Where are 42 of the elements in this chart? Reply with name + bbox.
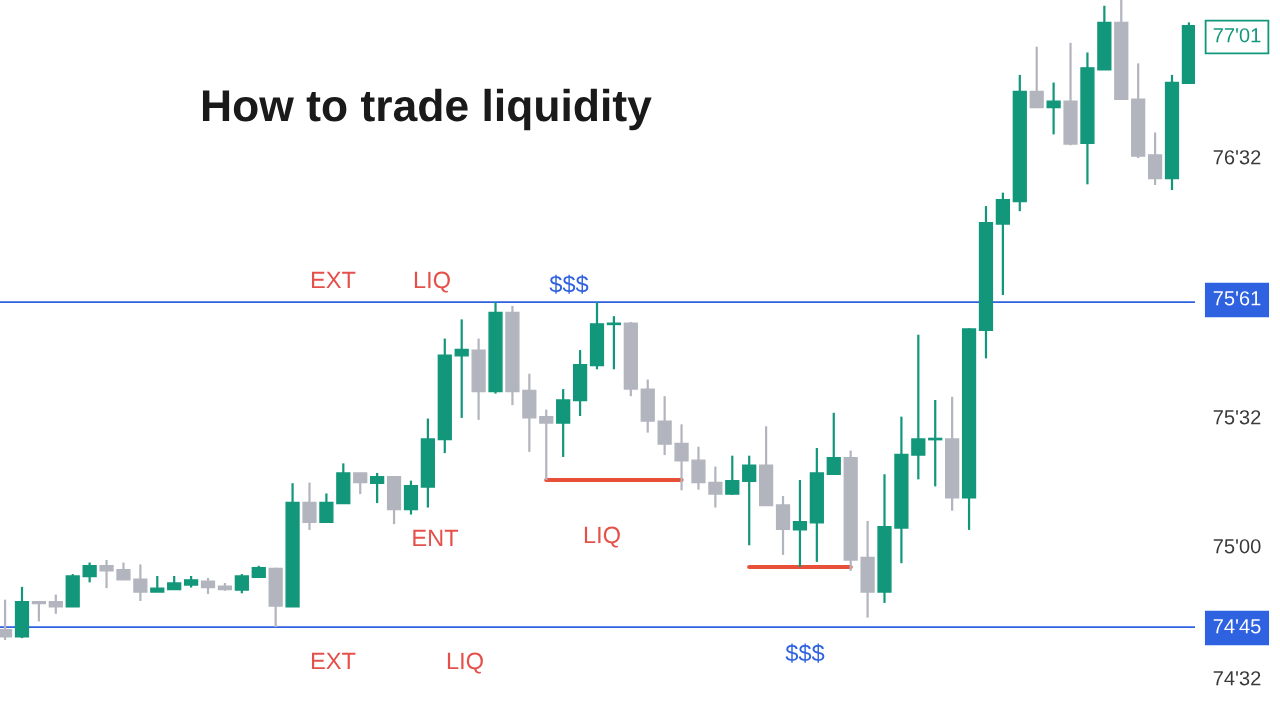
candlestick [792, 478, 808, 569]
candlestick [0, 598, 13, 642]
text: 75'00 [1213, 539, 1261, 554]
candlestick [302, 481, 317, 532]
text: LIQ [447, 652, 483, 674]
text: How to trade liquidity [202, 88, 652, 131]
text: 75'61 [1213, 291, 1261, 306]
text: EXT [311, 652, 356, 670]
candlestick [657, 395, 672, 457]
candlestick [319, 492, 334, 524]
annotation: EXT [311, 271, 356, 289]
candlestick [1029, 45, 1044, 109]
annotation: ENT [413, 529, 459, 547]
candlestick [403, 479, 419, 516]
candlestick [454, 318, 469, 420]
candlestick [539, 408, 554, 482]
text: 77'01 [1213, 28, 1261, 43]
candlestick [370, 471, 385, 505]
ref-line-label: $$$ [785, 643, 825, 663]
candlestick [48, 593, 63, 615]
annotation: LIQ [414, 271, 450, 293]
candlestick [234, 572, 249, 595]
annotation: LIQ [584, 526, 620, 548]
candlestick [556, 388, 571, 459]
candlestick [691, 445, 706, 491]
candlestick [133, 563, 148, 603]
candlestick [826, 411, 841, 476]
candlestick [99, 558, 114, 590]
candlestick [725, 454, 740, 496]
text: 76'32 [1213, 150, 1261, 165]
candlestick [82, 561, 97, 584]
candlestick [708, 465, 723, 509]
text: 75'32 [1213, 410, 1261, 425]
candlestick [742, 454, 757, 547]
text: 74'32 [1213, 671, 1261, 686]
candlestick [911, 333, 926, 481]
candlestick [353, 471, 368, 496]
text: 74'45 [1213, 619, 1261, 634]
candlestick [1046, 81, 1061, 136]
ref-line-label: $$$ [549, 274, 589, 294]
candlestick [674, 423, 689, 492]
candlestick [1147, 131, 1163, 187]
